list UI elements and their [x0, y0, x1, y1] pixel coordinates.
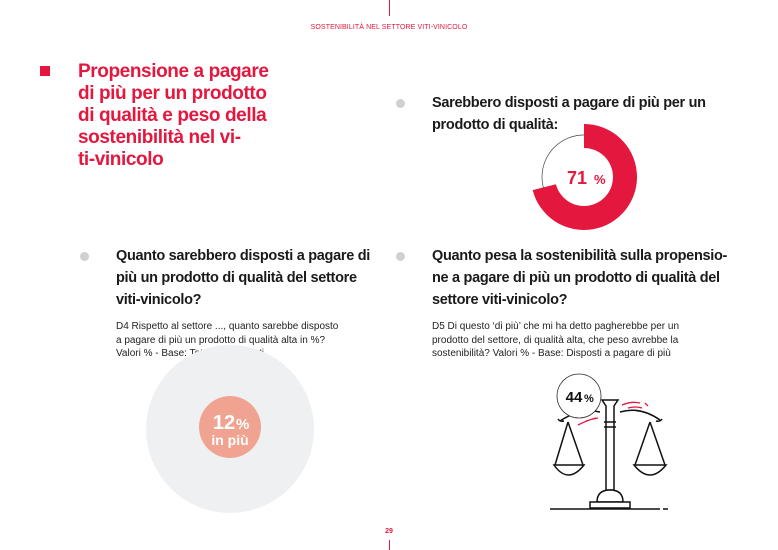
running-header: SOSTENIBILITÀ NEL SETTORE VITI-VINICOLO: [310, 24, 468, 31]
question-3: Quanto pesa la sostenibilità sulla prope…: [432, 245, 762, 311]
left-pan: [552, 421, 586, 476]
bullet-dot: [80, 252, 89, 261]
value-number: 12: [213, 412, 235, 434]
title-line: di qualità e peso della: [78, 105, 267, 126]
bullet-dot: [396, 99, 405, 108]
scale-beam-ends: [557, 418, 663, 422]
question-line: settore viti-vinicolo?: [432, 292, 568, 308]
question-line: Quanto pesa la sostenibilità sulla prope…: [432, 248, 728, 264]
question-1: Sarebbero disposti a pagare di più per u…: [432, 92, 752, 136]
question-line: più un prodotto di qualità del settore: [116, 270, 357, 286]
bottom-divider: [389, 540, 390, 550]
title-line: ti-vinicolo: [78, 149, 164, 170]
description-line: prodotto del settore, di qualità alta, c…: [432, 334, 679, 346]
title-line: sostenibilità nel vi-: [78, 127, 241, 148]
description-line: a pagare di più un prodotto di qualità a…: [116, 334, 326, 346]
donut-chart: 71 %: [532, 124, 637, 230]
title-line: Propensione a pagare: [78, 61, 269, 82]
title-line: di più per un prodotto: [78, 83, 267, 104]
question-line: Quanto sarebbero disposti a pagare di: [116, 248, 370, 264]
value-bubble: [199, 396, 261, 458]
description-line: D4 Rispetto al settore ..., quanto sareb…: [116, 321, 339, 332]
bubble-chart: 12 % in più: [146, 345, 314, 513]
description-line: D5 Di questo ‘di più’ che mi ha detto pa…: [432, 321, 680, 332]
description-3: D5 Di questo ‘di più’ che mi ha detto pa…: [432, 320, 752, 361]
motion-marks-right: [621, 401, 649, 409]
right-pan: [632, 421, 668, 476]
question-2: Quanto sarebbero disposti a pagare di pi…: [116, 245, 386, 311]
question-line: ne a pagare di più un prodotto di qualit…: [432, 270, 720, 286]
balance-scale-icon: 44 %: [550, 373, 668, 510]
page-title: Propensione a pagare di più per un prodo…: [78, 61, 298, 171]
donut-value-arc: [532, 124, 637, 230]
scale-column: [600, 399, 620, 491]
value-unit: %: [236, 416, 249, 433]
bullet-dot: [396, 252, 405, 261]
title-bullet: [40, 66, 50, 76]
scale-rings: [604, 421, 616, 428]
page-number: 29: [385, 528, 393, 535]
donut-value-unit: %: [594, 172, 606, 187]
donut-value-number: 71: [567, 168, 587, 188]
motion-marks-left: [577, 417, 599, 426]
value-suffix: in più: [211, 432, 248, 448]
percent-circle: [556, 373, 602, 419]
question-line: prodotto di qualità:: [432, 117, 559, 133]
question-line: viti-vinicolo?: [116, 292, 202, 308]
percent-unit: %: [584, 393, 594, 405]
description-line: Valori % - Base: Totale intervistati: [116, 348, 265, 359]
question-line: Sarebbero disposti a pagare di più per u…: [432, 95, 706, 111]
top-divider: [389, 0, 390, 16]
description-line: sostenibilità? Valori % - Base: Disposti…: [432, 348, 671, 359]
scale-dome: [596, 489, 624, 503]
scale-base: [589, 501, 631, 509]
description-2: D4 Rispetto al settore ..., quanto sareb…: [116, 320, 406, 361]
percent-number: 44: [566, 389, 583, 406]
